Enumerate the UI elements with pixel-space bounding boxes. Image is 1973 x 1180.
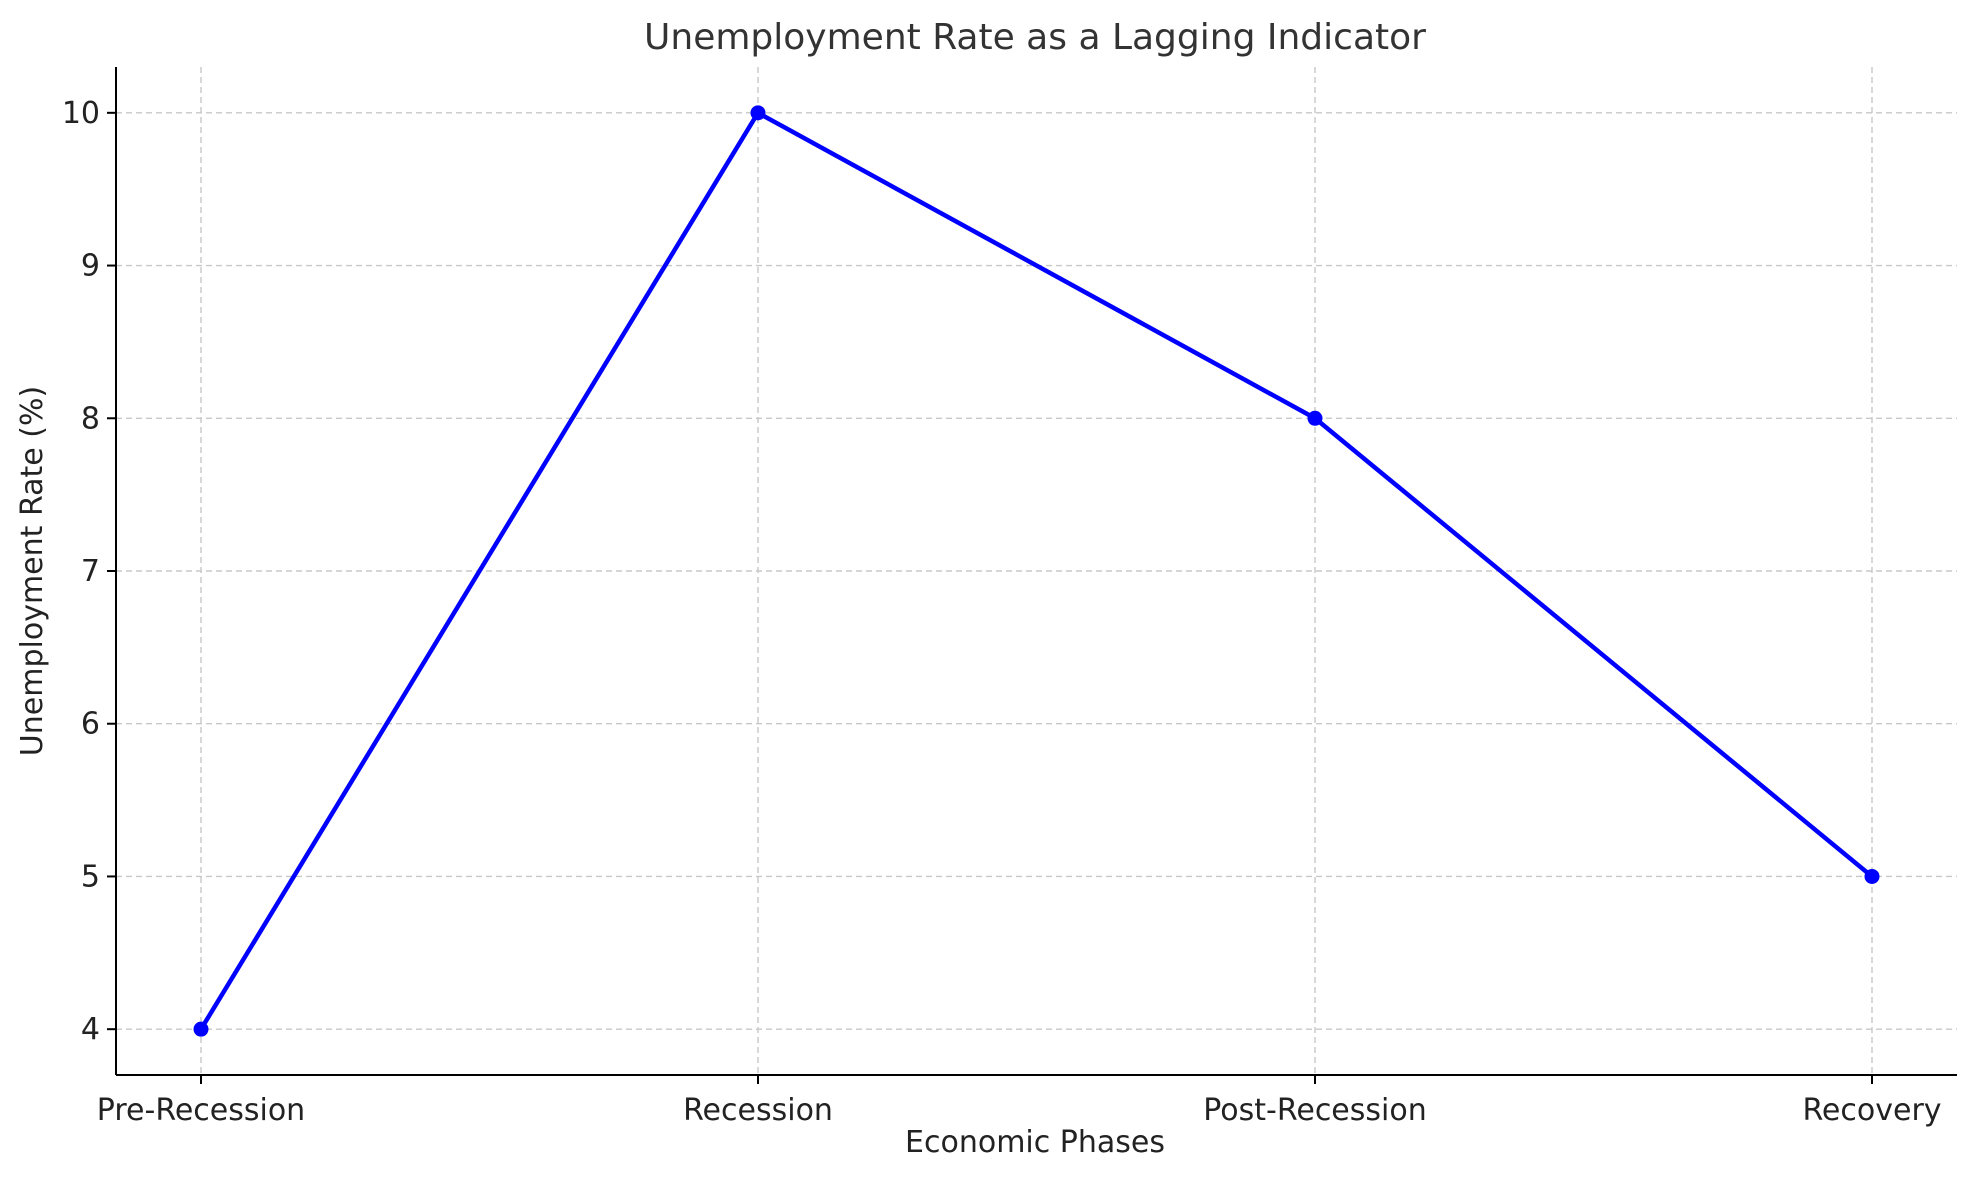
grid xyxy=(116,67,1957,1075)
x-tick-label: Recession xyxy=(683,1093,833,1128)
y-tick-label: 6 xyxy=(81,707,100,742)
x-axis-label: Economic Phases xyxy=(905,1125,1165,1160)
y-axis: 4 5 6 7 8 9 10 xyxy=(62,96,116,1047)
x-tick-label: Post-Recession xyxy=(1203,1093,1426,1128)
x-axis: Pre-Recession Recession Post-Recession Reco… xyxy=(97,1075,1942,1128)
x-tick-label: Recovery xyxy=(1802,1093,1941,1128)
data-point xyxy=(193,1021,209,1037)
data-point xyxy=(1864,868,1880,884)
series-line xyxy=(199,110,1874,1031)
data-point xyxy=(1307,410,1323,426)
y-axis-label: Unemployment Rate (%) xyxy=(15,386,50,756)
data-point xyxy=(750,105,766,121)
y-tick-label: 9 xyxy=(81,249,100,284)
y-tick-label: 10 xyxy=(62,96,100,131)
x-tick-label: Pre-Recession xyxy=(97,1093,305,1128)
series-group xyxy=(193,105,1880,1037)
y-tick-label: 8 xyxy=(81,401,100,436)
y-tick-label: 7 xyxy=(81,554,100,589)
y-tick-label: 4 xyxy=(81,1012,100,1047)
chart-title: Unemployment Rate as a Lagging Indicator xyxy=(644,17,1426,58)
y-tick-label: 5 xyxy=(81,859,100,894)
